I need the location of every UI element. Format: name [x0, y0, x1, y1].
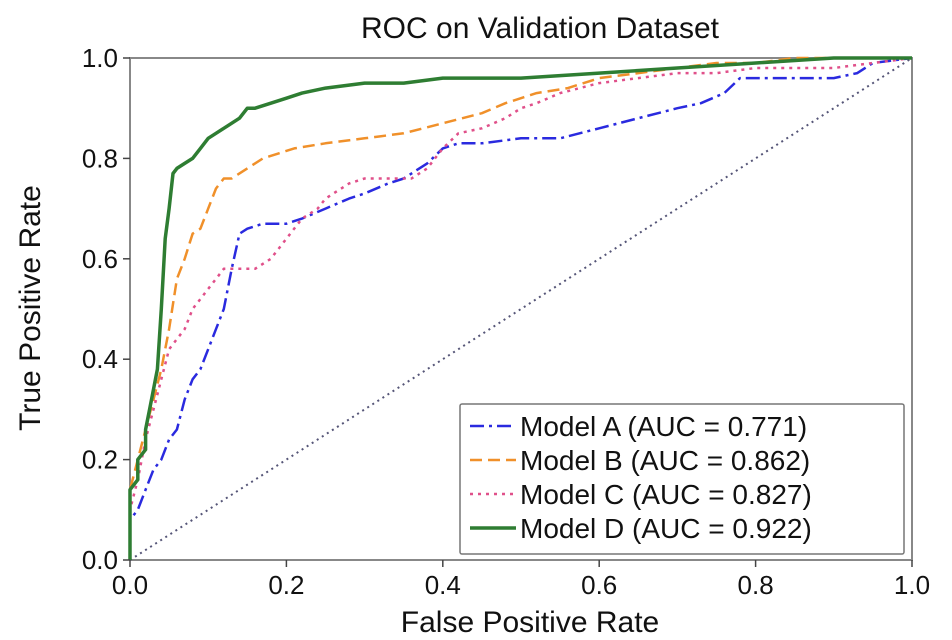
y-tick-label: 0.0 [82, 545, 118, 575]
legend-box [459, 403, 905, 555]
series-line-model-c [128, 56, 913, 560]
legend-label-model-d: Model D (AUC = 0.922) [520, 513, 812, 544]
x-tick-label: 0.0 [112, 570, 148, 600]
y-axis-label: True Positive Rate [14, 185, 47, 431]
y-tick-label: 0.8 [82, 143, 118, 173]
y-tick-label: 0.4 [82, 344, 118, 374]
legend-label-model-c: Model C (AUC = 0.827) [520, 479, 812, 510]
chance-diagonal-line [129, 57, 913, 561]
y-tick-label: 1.0 [82, 43, 118, 73]
series-line-model-b [128, 56, 912, 560]
y-tick-label: 0.6 [82, 244, 118, 274]
x-tick-label: 0.2 [268, 570, 304, 600]
series-group [128, 56, 913, 560]
x-tick-label: 0.4 [425, 570, 461, 600]
legend-label-model-b: Model B (AUC = 0.862) [520, 445, 810, 476]
legend-label-model-a: Model A (AUC = 0.771) [520, 411, 807, 442]
x-tick-label: 0.6 [581, 570, 617, 600]
series-line-model-a [128, 56, 913, 560]
series-line-model-d [128, 56, 912, 560]
x-tick-label: 1.0 [894, 570, 930, 600]
legend: Model A (AUC = 0.771)Model B (AUC = 0.86… [459, 403, 905, 555]
y-axis-ticks: 0.0 0.2 0.4 0.6 0.8 1.0 [82, 43, 130, 575]
x-tick-label: 0.8 [738, 570, 774, 600]
x-axis-label: False Positive Rate [401, 606, 659, 639]
legend-items: Model A (AUC = 0.771)Model B (AUC = 0.86… [470, 411, 812, 544]
x-axis-ticks: 0.0 0.2 0.4 0.6 0.8 1.0 [112, 560, 930, 600]
y-tick-label: 0.2 [82, 445, 118, 475]
chart-title: ROC on Validation Dataset [361, 12, 720, 45]
